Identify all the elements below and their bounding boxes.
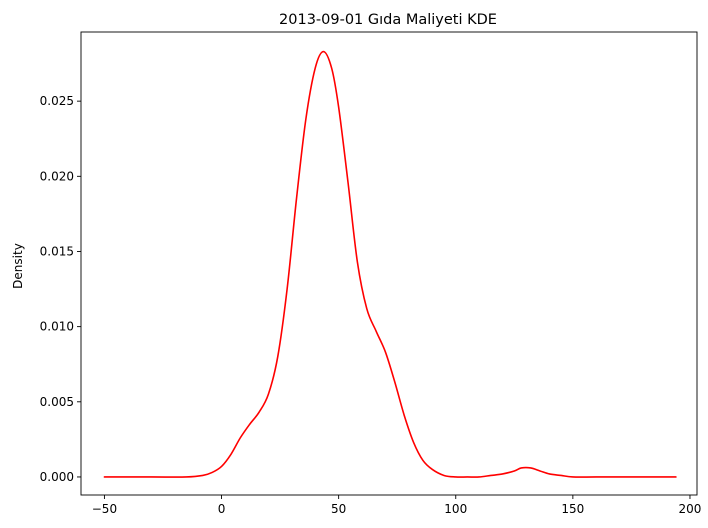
x-tick-label-0: −50 — [92, 502, 117, 516]
x-tick-label-4: 150 — [561, 502, 584, 516]
x-tick-label-1: 0 — [218, 502, 226, 516]
kde-line-0 — [103, 50, 677, 478]
x-tick-label-5: 200 — [679, 502, 702, 516]
plot-frame — [80, 31, 698, 496]
y-axis-label: Density — [11, 243, 25, 289]
y-tick-label-3: 0.015 — [40, 244, 74, 258]
y-tick-label-1: 0.005 — [40, 395, 74, 409]
plot-area: −50 0 50 100 150 200 0.000 0.005 0.010 0.015 0.020… — [40, 31, 702, 516]
x-tick-label-3: 100 — [444, 502, 467, 516]
y-tick-label-0: 0.000 — [40, 470, 74, 484]
y-tick-label-5: 0.025 — [40, 94, 74, 108]
y-tick-label-4: 0.020 — [40, 169, 74, 183]
chart-title: 2013-09-01 Gıda Maliyeti KDE — [279, 12, 497, 28]
x-tick-label-2: 50 — [331, 502, 346, 516]
y-tick-label-2: 0.010 — [40, 320, 74, 334]
